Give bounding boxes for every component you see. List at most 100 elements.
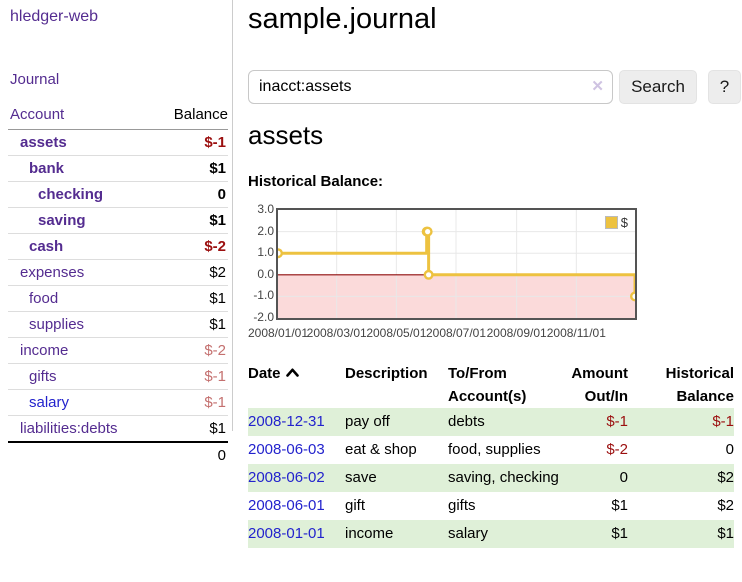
accounts-total-row: 0 bbox=[8, 441, 228, 468]
chart-legend: $ bbox=[602, 214, 630, 231]
y-axis-tick-label: 1.0 bbox=[257, 245, 274, 260]
accounts-header-balance: Balance bbox=[153, 103, 228, 130]
account-balance: $2 bbox=[153, 259, 228, 286]
account-link-gifts[interactable]: gifts bbox=[29, 368, 57, 385]
account-balance: $1 bbox=[153, 415, 228, 442]
account-row: expenses $2 bbox=[8, 259, 228, 286]
transaction-date-link[interactable]: 2008-12-31 bbox=[248, 413, 325, 430]
clear-search-icon[interactable]: ✕ bbox=[591, 78, 604, 95]
transaction-description: eat & shop bbox=[345, 441, 417, 458]
account-link-food[interactable]: food bbox=[29, 290, 59, 307]
y-axis-tick-label: 2.0 bbox=[257, 223, 274, 238]
transaction-accounts: food, supplies bbox=[448, 441, 541, 458]
transaction-accounts: salary bbox=[448, 520, 563, 548]
register-header-date[interactable]: Date bbox=[248, 358, 345, 408]
account-link-assets[interactable]: assets bbox=[20, 134, 67, 151]
x-axis-tick-label: 2008/09/01 bbox=[486, 326, 547, 340]
transaction-description: income bbox=[345, 520, 448, 548]
account-balance: $1 bbox=[153, 155, 228, 182]
transaction-row: 2008-06-03 eat & shop food, supplies $-2 0 bbox=[248, 436, 734, 464]
y-axis-tick-label: 3.0 bbox=[257, 202, 274, 216]
transaction-amount: $1 bbox=[611, 497, 628, 514]
transaction-accounts: gifts bbox=[448, 497, 476, 514]
x-axis-tick-label: 2008/05/01 bbox=[366, 326, 427, 340]
transaction-description: gift bbox=[345, 497, 366, 514]
account-row: income $-2 bbox=[8, 337, 228, 364]
account-balance: $-2 bbox=[153, 233, 228, 260]
account-balance: $-1 bbox=[153, 389, 228, 416]
account-row: assets $-1 bbox=[8, 130, 228, 156]
search-button[interactable]: Search bbox=[619, 70, 697, 104]
sort-ascending-icon bbox=[285, 368, 299, 377]
transaction-date-link[interactable]: 2008-06-01 bbox=[248, 497, 325, 514]
account-link-cash[interactable]: cash bbox=[29, 238, 64, 255]
accounts-header-account: Account bbox=[8, 103, 154, 130]
x-axis-tick-label: 2008/11/01 bbox=[546, 326, 606, 340]
legend-label: $ bbox=[620, 215, 628, 230]
account-balance: $1 bbox=[153, 311, 228, 338]
account-row: bank $1 bbox=[8, 155, 228, 182]
transaction-balance: $-1 bbox=[628, 408, 734, 436]
transaction-date-link[interactable]: 2008-01-01 bbox=[248, 525, 325, 542]
account-section-title: assets bbox=[248, 120, 324, 150]
account-link-liabilities-debts[interactable]: liabilities:debts bbox=[20, 420, 118, 437]
transaction-accounts: debts bbox=[448, 408, 563, 436]
account-link-income[interactable]: income bbox=[20, 342, 69, 359]
account-row: food $1 bbox=[8, 285, 228, 312]
account-balance: $-1 bbox=[204, 134, 226, 151]
y-axis-tick-label: -2.0 bbox=[253, 310, 274, 324]
account-link-salary[interactable]: salary bbox=[29, 394, 70, 411]
legend-swatch-icon bbox=[604, 216, 618, 229]
account-link-bank[interactable]: bank bbox=[29, 160, 65, 177]
transaction-description: pay off bbox=[345, 408, 448, 436]
x-axis-tick-label: 2008/01/01 bbox=[247, 326, 309, 340]
register-table: Date Description To/From Account(s) Amou… bbox=[248, 358, 734, 548]
y-axis-tick-label: -1.0 bbox=[253, 288, 274, 303]
x-axis-tick-label: 2008/03/01 bbox=[306, 326, 367, 340]
app-title-link[interactable]: hledger-web bbox=[10, 8, 99, 25]
accounts-table: Account Balance assets $-1 bank $1 checking 0… bbox=[8, 103, 228, 468]
transaction-amount: $-2 bbox=[606, 441, 628, 458]
account-row: supplies $1 bbox=[8, 311, 228, 338]
register-header-accounts: To/From Account(s) bbox=[448, 365, 527, 405]
register-header-description: Description bbox=[345, 365, 428, 382]
transaction-date-link[interactable]: 2008-06-03 bbox=[248, 441, 325, 458]
chart-title: Historical Balance: bbox=[248, 173, 384, 190]
transaction-balance: $1 bbox=[628, 520, 734, 548]
transaction-row: 2008-12-31 pay off debts $-1 $-1 bbox=[248, 408, 734, 436]
search-form: ✕ bbox=[248, 70, 613, 104]
account-link-expenses[interactable]: expenses bbox=[20, 264, 85, 281]
account-balance: 0 bbox=[153, 181, 228, 208]
transaction-amount: 0 bbox=[563, 464, 628, 492]
account-balance: $-1 bbox=[153, 363, 228, 390]
transaction-row: 2008-06-02 save saving, checking 0 $2 bbox=[248, 464, 734, 492]
historical-balance-chart: 3.0 2.0 1.0 0.0 -1.0 -2.0 $ 2008/01/01 2008/03… bbox=[247, 202, 668, 340]
register-header-balance: Historical Balance bbox=[665, 365, 734, 405]
sidebar-item-journal[interactable]: Journal bbox=[10, 71, 60, 88]
account-balance: $1 bbox=[153, 207, 228, 234]
transaction-amount: $-1 bbox=[563, 408, 628, 436]
accounts-total-value: 0 bbox=[8, 441, 228, 468]
help-button[interactable]: ? bbox=[708, 70, 741, 104]
account-row: saving $1 bbox=[8, 207, 228, 234]
transaction-accounts: saving, checking bbox=[448, 464, 563, 492]
transaction-description: save bbox=[345, 464, 448, 492]
account-link-supplies[interactable]: supplies bbox=[29, 316, 85, 333]
transaction-row: 2008-06-01 gift gifts $1 $2 bbox=[248, 492, 734, 520]
transaction-amount: $1 bbox=[563, 520, 628, 548]
sidebar: hledger-web Journal Account Balance asse… bbox=[0, 0, 233, 468]
account-row: checking 0 bbox=[8, 181, 228, 208]
x-axis-tick-label: 2008/07/01 bbox=[425, 326, 487, 340]
chart-plot-area: $ bbox=[276, 208, 637, 320]
account-balance: $1 bbox=[153, 285, 228, 312]
y-axis-tick-label: 0.0 bbox=[257, 266, 274, 281]
register-header-amount: Amount Out/In bbox=[571, 365, 628, 405]
account-link-saving[interactable]: saving bbox=[38, 212, 86, 229]
transaction-date-link[interactable]: 2008-06-02 bbox=[248, 469, 325, 486]
transaction-row: 2008-01-01 income salary $1 $1 bbox=[248, 520, 734, 548]
transaction-balance: 0 bbox=[725, 441, 734, 458]
account-link-checking[interactable]: checking bbox=[38, 186, 104, 203]
account-balance: $-2 bbox=[153, 337, 228, 364]
search-input[interactable] bbox=[248, 70, 613, 104]
page-title: sample.journal bbox=[248, 3, 437, 35]
